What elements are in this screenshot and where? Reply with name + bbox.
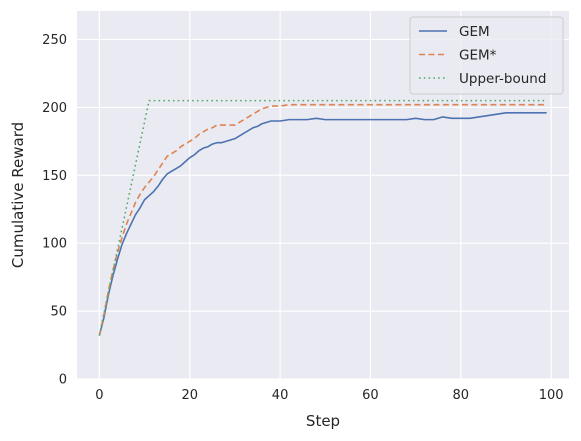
y-tick-label: 0 <box>59 373 67 388</box>
series-line-upper-bound <box>98 99 547 336</box>
x-tick-label: 40 <box>272 388 289 403</box>
legend: GEM GEM* Upper-bound <box>409 16 564 95</box>
x-tick-label: 80 <box>453 388 470 403</box>
x-tick-label: 0 <box>95 388 103 403</box>
legend-label: GEM <box>459 24 490 40</box>
y-axis-label: Cumulative Reward <box>9 122 27 268</box>
legend-label: Upper-bound <box>459 71 546 87</box>
y-tick-label: 250 <box>42 33 67 48</box>
series-line-gem <box>98 112 547 336</box>
legend-label: GEM* <box>459 48 497 64</box>
legend-box <box>409 16 564 95</box>
x-tick-label: 100 <box>539 388 564 403</box>
x-tick-label: 60 <box>362 388 379 403</box>
x-axis-label: Step <box>306 412 340 430</box>
y-tick-label: 50 <box>50 305 67 320</box>
y-tick-label: 150 <box>42 169 67 184</box>
series-line-gem <box>98 103 547 336</box>
y-tick-label: 100 <box>42 237 67 252</box>
series-layer <box>98 99 547 336</box>
x-tick-label: 20 <box>181 388 198 403</box>
y-tick-label: 200 <box>42 101 67 116</box>
tick-labels: 0 20 40 60 80 100 0 50 100 150 200 250 <box>42 33 563 403</box>
grid <box>77 11 569 380</box>
